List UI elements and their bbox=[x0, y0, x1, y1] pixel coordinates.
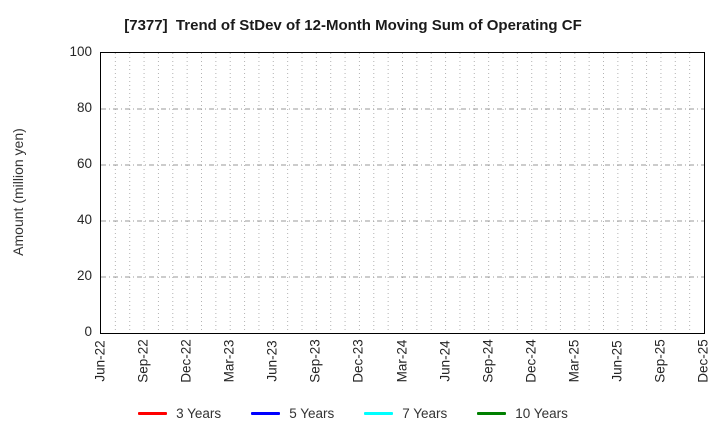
y-tick-label: 80 bbox=[76, 100, 92, 115]
x-tick-label: Jun-23 bbox=[264, 340, 280, 382]
legend-label: 7 Years bbox=[402, 405, 448, 421]
y-tick-label: 100 bbox=[69, 44, 92, 59]
legend-item: 3 Years bbox=[138, 406, 221, 421]
x-tick-label: Sep-23 bbox=[307, 339, 323, 383]
legend-line-swatch bbox=[364, 411, 394, 415]
legend-item: 5 Years bbox=[251, 406, 334, 421]
legend-label: 10 Years bbox=[515, 405, 568, 421]
x-tick-label: Dec-22 bbox=[178, 339, 194, 383]
x-tick-label: Mar-24 bbox=[394, 339, 409, 383]
x-tick-label: Dec-25 bbox=[695, 339, 711, 383]
x-tick-label: Jun-24 bbox=[437, 340, 453, 382]
legend-item: 10 Years bbox=[477, 406, 568, 421]
legend-label: 5 Years bbox=[289, 405, 335, 421]
y-tick-label: 40 bbox=[76, 212, 92, 227]
y-tick-label: 60 bbox=[76, 156, 92, 171]
legend-line-swatch bbox=[251, 411, 281, 415]
x-tick-label: Dec-23 bbox=[350, 339, 366, 383]
x-tick-label: Sep-22 bbox=[135, 339, 151, 383]
plot-area bbox=[100, 52, 705, 334]
x-tick-label: Dec-24 bbox=[523, 339, 539, 383]
y-axis-label: Amount (million yen) bbox=[10, 128, 26, 256]
y-tick-label: 20 bbox=[76, 268, 92, 283]
legend-item: 7 Years bbox=[364, 406, 447, 421]
legend: 3 Years 5 Years 7 Years 10 Years bbox=[0, 402, 706, 424]
grid bbox=[101, 53, 704, 333]
chart-title: [7377] Trend of StDev of 12-Month Moving… bbox=[124, 17, 582, 34]
x-tick-label: Jun-25 bbox=[609, 340, 625, 382]
legend-line-swatch bbox=[477, 411, 507, 415]
legend-label: 3 Years bbox=[176, 405, 222, 421]
legend-line-swatch bbox=[138, 411, 168, 415]
x-tick-label: Jun-22 bbox=[92, 340, 108, 382]
x-tick-label: Mar-23 bbox=[221, 339, 237, 383]
x-tick-label: Mar-25 bbox=[566, 339, 582, 383]
x-tick-label: Sep-24 bbox=[480, 339, 496, 383]
x-tick-label: Sep-25 bbox=[652, 339, 668, 383]
y-tick-label: 0 bbox=[84, 324, 92, 339]
